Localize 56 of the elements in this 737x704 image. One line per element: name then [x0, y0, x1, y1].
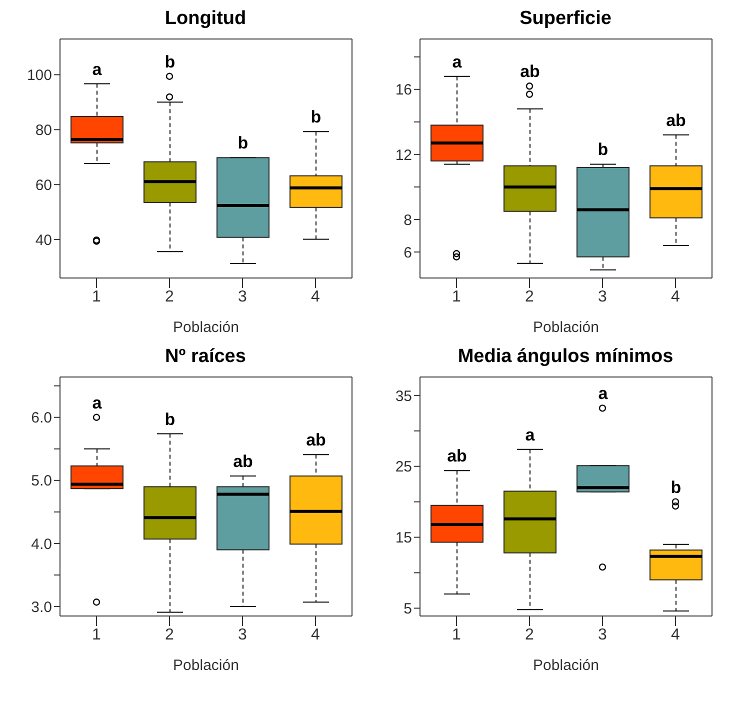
- x-tick-label: 1: [92, 288, 102, 306]
- annotation: a: [92, 393, 102, 412]
- x-tick-label: 4: [311, 626, 320, 644]
- x-tick-label: 3: [598, 288, 608, 306]
- x-tick-label: 2: [165, 288, 174, 306]
- y-tick-label: 40: [35, 232, 52, 249]
- chart-title: Media ángulos mínimos: [456, 346, 674, 369]
- x-tick-label: 2: [525, 626, 534, 644]
- x-tick-label: 2: [165, 626, 174, 644]
- x-axis-title: Población: [173, 657, 239, 674]
- y-tick-label: 25: [395, 458, 412, 476]
- x-tick-label: 3: [238, 626, 248, 644]
- annotation: ab: [306, 430, 326, 450]
- y-tick-label: 5.0: [31, 472, 52, 490]
- annotation: b: [310, 108, 322, 127]
- y-tick-label: 60: [35, 176, 52, 194]
- y-tick-label: 16: [395, 82, 412, 99]
- y-tick-label: 35: [395, 388, 412, 405]
- annotation: b: [598, 140, 608, 160]
- annotation: ab: [233, 452, 253, 472]
- annotation: b: [164, 410, 176, 429]
- y-tick-label: 100: [26, 67, 52, 84]
- annotation: b: [164, 52, 176, 72]
- y-tick-label: 6: [404, 244, 412, 262]
- x-tick-label: 3: [238, 288, 248, 306]
- x-axis-title: Población: [173, 319, 239, 336]
- annotation: a: [525, 425, 536, 444]
- x-tick-label: 4: [671, 288, 680, 306]
- x-tick-label: 3: [598, 626, 608, 644]
- chart-title: Longitud: [164, 8, 248, 31]
- annotation: b: [238, 134, 248, 153]
- chart-title: Nº raíces: [164, 346, 247, 369]
- x-axis-title: Población: [533, 657, 599, 674]
- annotation: a: [452, 52, 462, 72]
- x-tick-label: 1: [452, 626, 462, 644]
- y-tick-label: 6.0: [31, 410, 52, 427]
- y-tick-label: 8: [404, 212, 412, 229]
- y-tick-label: 3.0: [31, 598, 52, 616]
- x-axis-title: Población: [533, 319, 599, 336]
- y-tick-label: 12: [395, 146, 412, 164]
- chart-title: Superficie: [518, 8, 612, 31]
- y-tick-label: 80: [35, 122, 52, 139]
- x-tick-label: 2: [525, 288, 534, 306]
- annotation: ab: [666, 110, 686, 130]
- annotation: a: [92, 60, 102, 79]
- annotation: b: [670, 478, 682, 497]
- x-tick-label: 4: [311, 288, 320, 306]
- annotation: a: [598, 384, 608, 404]
- y-tick-label: 4.0: [31, 536, 52, 553]
- annotation: ab: [520, 62, 540, 82]
- x-tick-label: 1: [92, 626, 102, 644]
- x-tick-label: 1: [452, 288, 462, 306]
- y-tick-label: 15: [395, 530, 412, 547]
- x-tick-label: 4: [671, 626, 680, 644]
- annotation: ab: [447, 446, 467, 466]
- y-tick-label: 5: [404, 600, 412, 618]
